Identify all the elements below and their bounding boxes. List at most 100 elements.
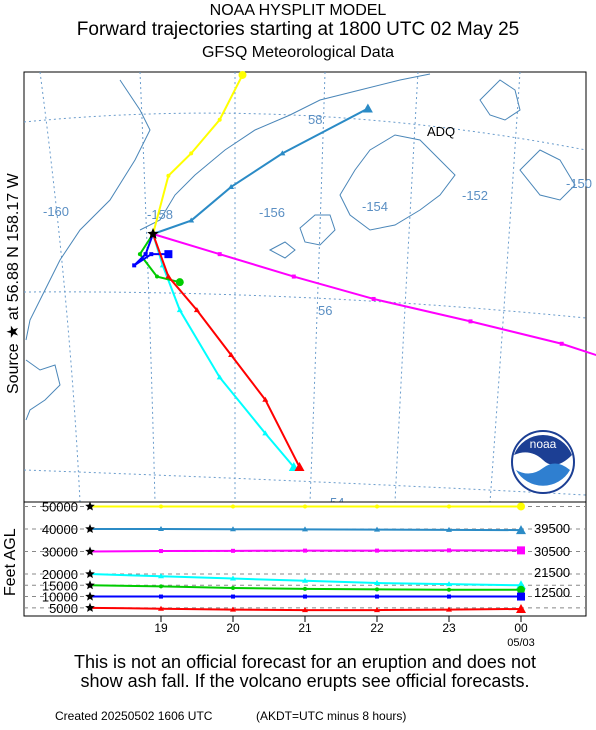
trajectory-line bbox=[138, 233, 181, 284]
end-height-label: 21500 bbox=[534, 565, 570, 580]
noaa-logo: noaa bbox=[511, 430, 575, 494]
trajectory-marker bbox=[262, 396, 269, 402]
map-graticule bbox=[23, 71, 587, 503]
height-marker bbox=[230, 526, 236, 532]
height-marker bbox=[230, 606, 236, 612]
height-marker bbox=[446, 581, 452, 587]
disclaimer-line-1: This is not an official forecast for an … bbox=[74, 652, 536, 672]
trajectory-marker bbox=[165, 273, 172, 279]
trajectory-marker bbox=[176, 307, 183, 313]
height-marker bbox=[374, 607, 380, 613]
trajectory-line bbox=[152, 233, 295, 468]
height-marker bbox=[159, 504, 163, 509]
height-marker bbox=[447, 504, 451, 509]
height-end-marker bbox=[516, 603, 526, 613]
height-marker bbox=[302, 607, 308, 613]
height-marker bbox=[374, 526, 380, 532]
height-marker bbox=[303, 504, 307, 509]
height-marker bbox=[446, 526, 452, 532]
trajectory-marker bbox=[137, 252, 142, 257]
height-tick-label: 15000 bbox=[42, 578, 78, 593]
height-marker bbox=[375, 587, 379, 592]
trajectory-marker bbox=[228, 183, 235, 189]
height-marker bbox=[303, 594, 307, 599]
longitude-label: -154 bbox=[362, 199, 388, 214]
height-tick-label: 40000 bbox=[42, 522, 78, 537]
height-axis-label: Feet AGL bbox=[2, 528, 19, 596]
time-tick-label: 20 bbox=[226, 621, 240, 635]
trajectory-marker bbox=[143, 252, 148, 257]
trajectory-marker bbox=[371, 296, 376, 301]
end-height-label: 12500 bbox=[534, 585, 570, 600]
model-title: NOAA HYSPLIT MODEL bbox=[209, 2, 387, 19]
trajectory-marker bbox=[291, 274, 296, 279]
trajectory-marker bbox=[188, 217, 195, 223]
height-marker bbox=[231, 548, 235, 553]
time-tick-label: 19 bbox=[154, 621, 168, 635]
height-marker bbox=[159, 584, 163, 589]
latitude-label: 56 bbox=[318, 303, 332, 318]
noaa-logo-text: noaa bbox=[530, 437, 557, 451]
height-marker bbox=[159, 594, 163, 599]
height-panel-frame bbox=[23, 501, 587, 617]
height-marker bbox=[447, 587, 451, 592]
created-timestamp: Created 20250502 1606 UTC bbox=[55, 709, 213, 723]
longitude-label: -156 bbox=[259, 205, 285, 220]
trajectory-marker bbox=[149, 252, 154, 257]
height-marker bbox=[159, 549, 163, 554]
map-frame bbox=[23, 71, 587, 503]
end-height-label: 30500 bbox=[534, 544, 570, 559]
time-axis: 19 20 21 22 23 00 05/03 bbox=[154, 616, 535, 649]
height-end-marker bbox=[517, 585, 525, 594]
height-marker bbox=[230, 575, 236, 581]
height-marker bbox=[447, 548, 451, 553]
time-tick-label: 23 bbox=[442, 621, 456, 635]
longitude-label: -160 bbox=[43, 204, 69, 219]
time-tick-label: 21 bbox=[298, 621, 312, 635]
height-end-marker bbox=[517, 502, 525, 511]
date-label: 05/03 bbox=[507, 637, 535, 649]
height-tick-label: 20000 bbox=[42, 567, 78, 582]
trajectory-marker bbox=[166, 173, 171, 178]
height-marker bbox=[231, 594, 235, 599]
longitude-label: -152 bbox=[462, 188, 488, 203]
trajectory-marker bbox=[468, 319, 473, 324]
height-marker bbox=[158, 605, 164, 611]
source-star bbox=[147, 228, 159, 239]
height-marker bbox=[446, 606, 452, 612]
trajectory-marker bbox=[217, 252, 222, 257]
height-marker bbox=[374, 580, 380, 586]
height-marker bbox=[231, 585, 235, 590]
time-tick-label: 22 bbox=[370, 621, 384, 635]
trajectory-end-marker bbox=[175, 278, 184, 287]
height-marker bbox=[302, 577, 308, 583]
trajectory-marker bbox=[279, 150, 286, 156]
place-label-adq: ADQ bbox=[427, 124, 455, 139]
trajectory-marker bbox=[559, 341, 564, 346]
trajectory-marker bbox=[262, 430, 269, 436]
trajectory-marker bbox=[228, 351, 235, 357]
height-marker bbox=[158, 525, 164, 531]
timezone-note: (AKDT=UTC minus 8 hours) bbox=[256, 709, 407, 723]
trajectory-marker bbox=[216, 374, 223, 380]
height-tick-label: 50000 bbox=[42, 499, 78, 514]
trajectory-marker bbox=[132, 263, 137, 268]
trajectory-end-marker bbox=[238, 70, 247, 79]
height-tick-label: 5000 bbox=[49, 601, 78, 616]
trajectory-marker bbox=[189, 151, 194, 156]
trajectory-end-marker bbox=[164, 250, 173, 259]
height-marker bbox=[231, 504, 235, 509]
trajectory-end-marker bbox=[294, 461, 305, 471]
height-marker bbox=[303, 586, 307, 591]
height-source-star bbox=[85, 546, 95, 556]
trajectory-marker bbox=[154, 274, 159, 279]
met-data-subtitle: GFSQ Meteorological Data bbox=[201, 44, 395, 61]
height-marker bbox=[375, 504, 379, 509]
trajectory-marker bbox=[193, 307, 200, 313]
height-marker bbox=[375, 548, 379, 553]
trajectory-marker bbox=[217, 117, 222, 122]
height-source-star bbox=[85, 569, 95, 579]
end-height-labels: 39500 30500 21500 12500 bbox=[534, 521, 570, 600]
